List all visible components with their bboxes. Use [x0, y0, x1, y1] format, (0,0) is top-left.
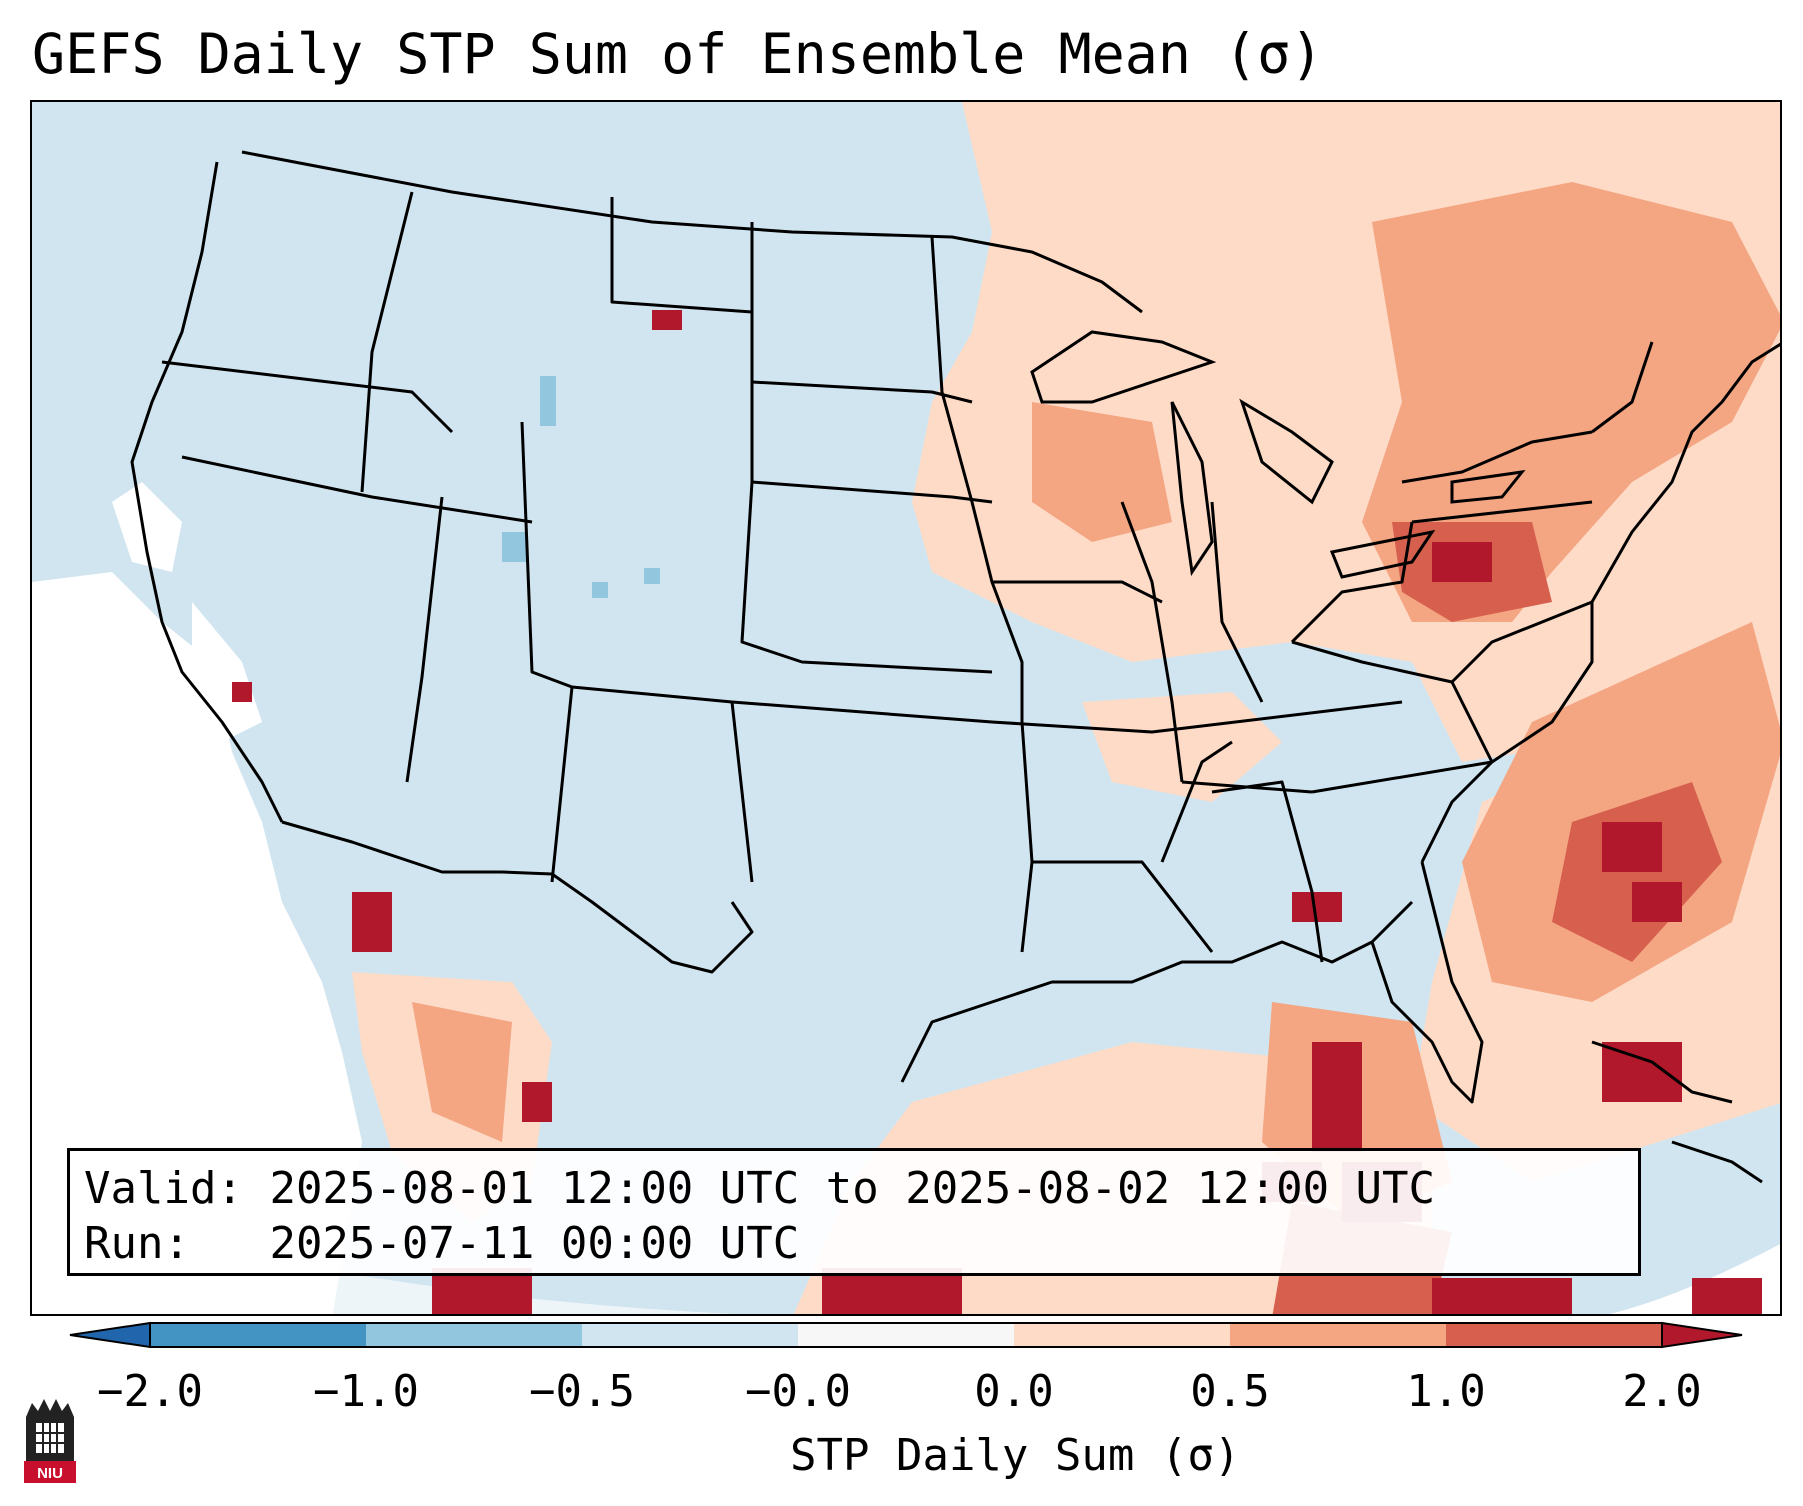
colorbar-segment [150, 1323, 367, 1347]
colorbar-tick-label: −1.0 [313, 1366, 419, 1417]
negative-anomaly [502, 376, 660, 598]
colorbar-label: STP Daily Sum (σ) [790, 1430, 1241, 1481]
colorbar-segment [582, 1323, 799, 1347]
map-title: GEFS Daily STP Sum of Ensemble Mean (σ) [32, 22, 1324, 86]
political-borders [130, 150, 1780, 1104]
valid-run-info-box: Valid: 2025-08-01 12:00 UTC to 2025-08-0… [67, 1148, 1641, 1276]
colorbar-tick-label: 1.0 [1406, 1366, 1486, 1417]
niu-logo: NIU [24, 1399, 76, 1483]
colorbar-tick-label: 0.0 [974, 1366, 1054, 1417]
colorbar-tick-label: 2.0 [1622, 1366, 1702, 1417]
colorbar-tick-label: −0.5 [529, 1366, 635, 1417]
logo-banner [24, 1461, 76, 1483]
colorbar [69, 1321, 1743, 1349]
colorbar-segment [798, 1323, 1015, 1347]
colorbar-segment [366, 1323, 583, 1347]
run-time: 2025-07-11 00:00 UTC [269, 1218, 800, 1269]
colorbar-segment [1014, 1323, 1231, 1347]
projection-edge-left [32, 1202, 738, 1314]
caribbean-islands [1591, 1040, 1763, 1184]
logo-text: NIU [37, 1465, 63, 1482]
colorbar-tick-label: 0.5 [1190, 1366, 1270, 1417]
near-zero-patches [32, 482, 362, 1314]
colorbar-tick-label: −0.0 [745, 1366, 851, 1417]
colorbar-outline [149, 1322, 1663, 1348]
valid-time-range: 2025-08-01 12:00 UTC to 2025-08-02 12:00… [269, 1163, 1436, 1214]
colorbar-tick-label: −2.0 [97, 1366, 203, 1417]
stp-field-map [32, 102, 1780, 1314]
run-label: Run: [84, 1218, 190, 1269]
valid-label: Valid: [84, 1163, 243, 1214]
colorbar-extend-min [69, 1321, 151, 1349]
colorbar-segment [1230, 1323, 1447, 1347]
colorbar-segment [1446, 1323, 1663, 1347]
map-panel: Valid: 2025-08-01 12:00 UTC to 2025-08-0… [30, 100, 1782, 1316]
colorbar-extend-max [1661, 1321, 1743, 1349]
great-lakes [1030, 330, 1526, 579]
